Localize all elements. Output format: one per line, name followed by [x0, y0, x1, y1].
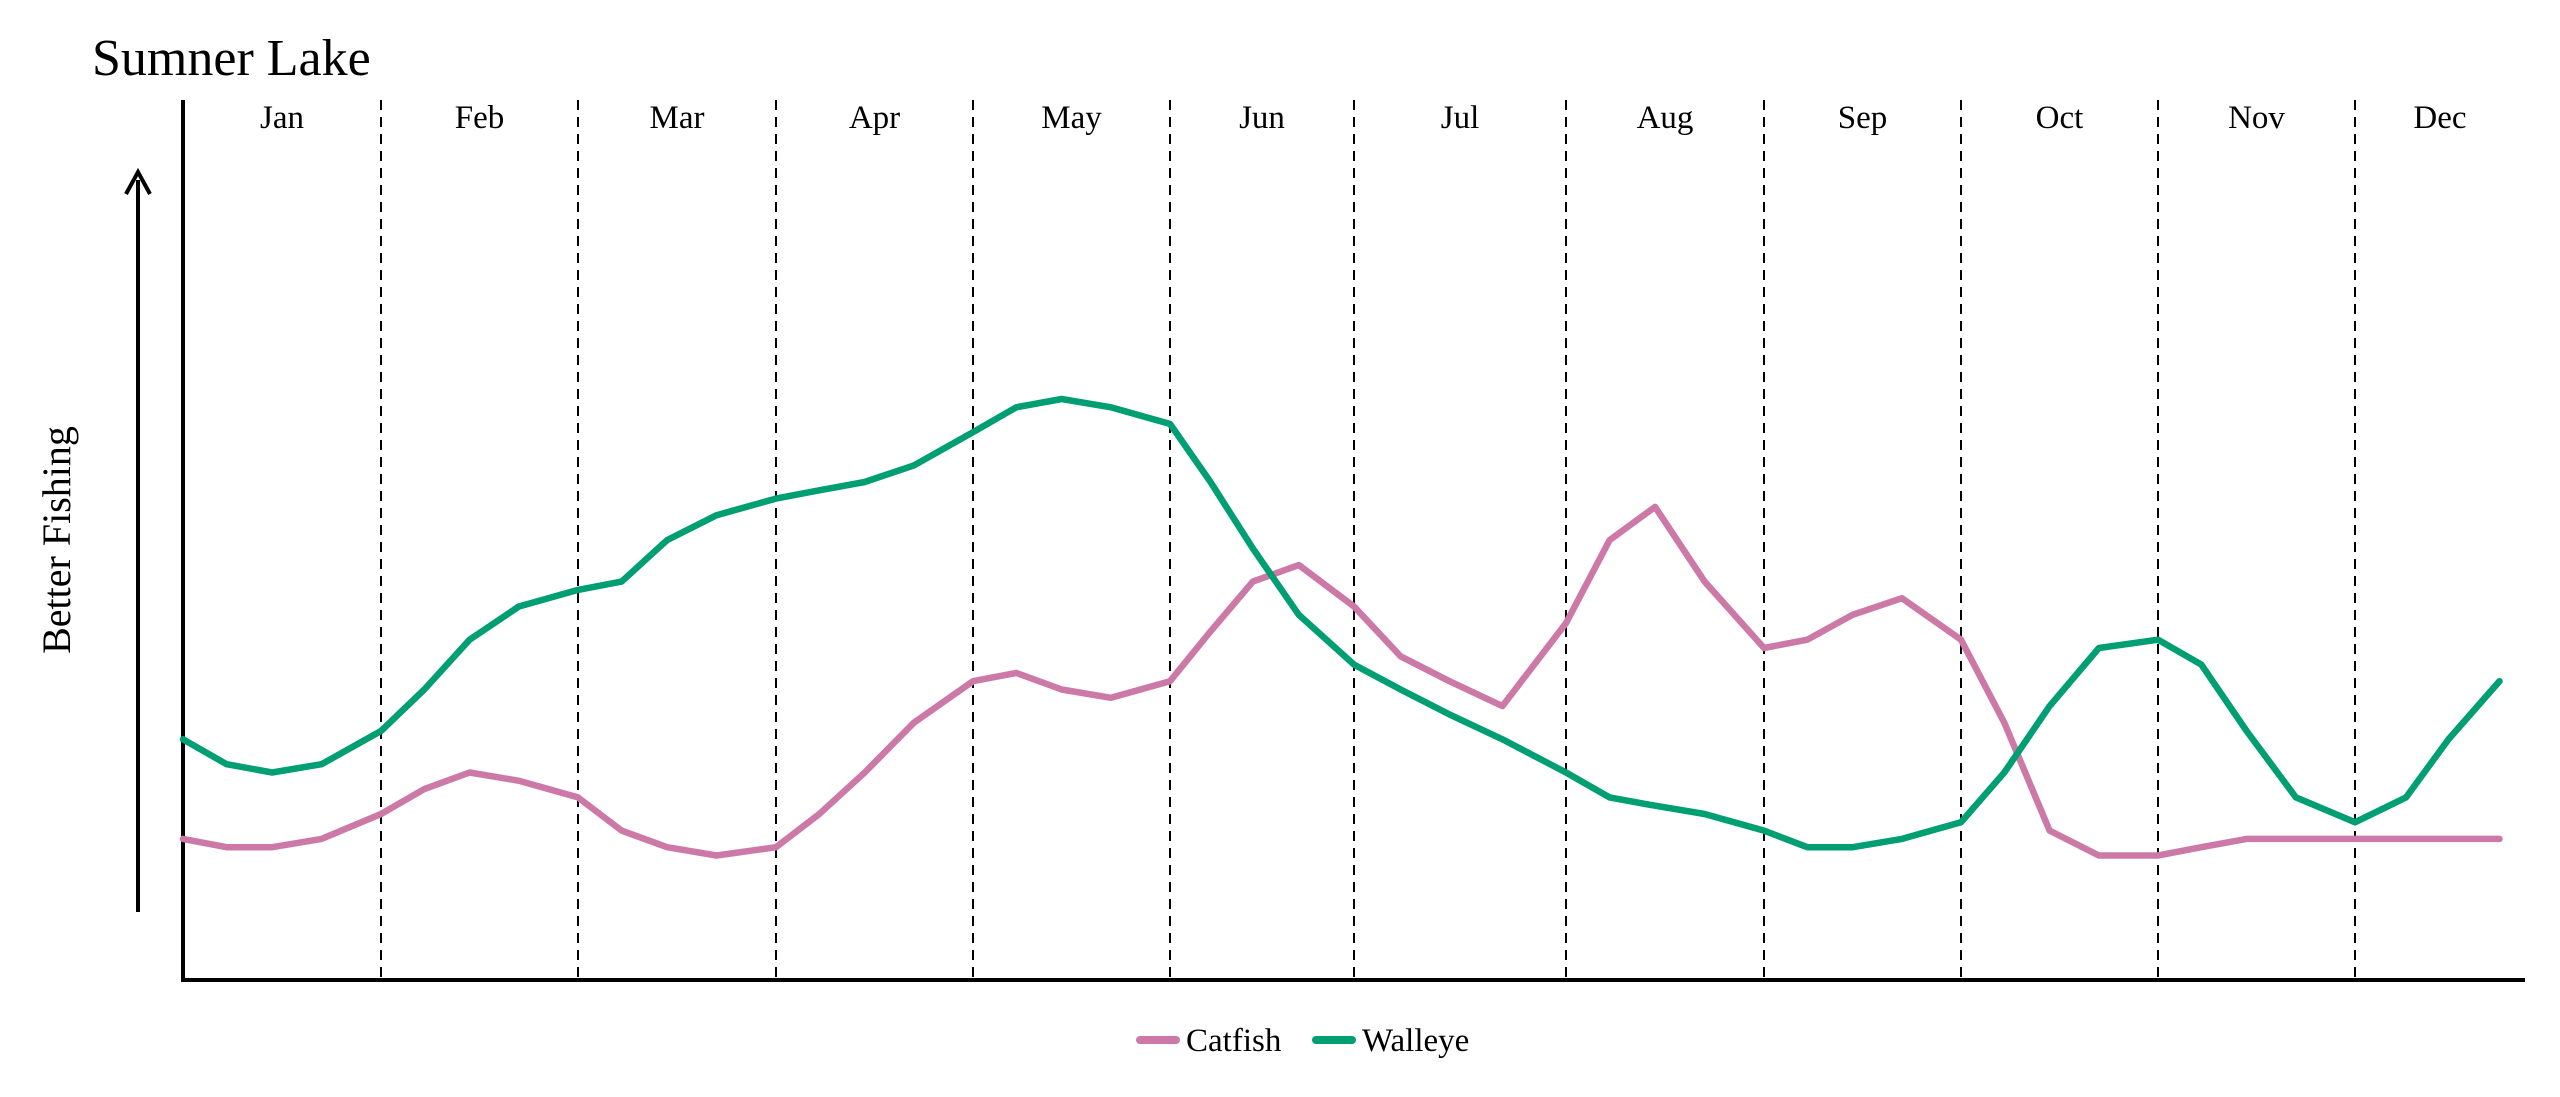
month-label-may: May [1041, 100, 1102, 136]
month-label-jun: Jun [1239, 100, 1285, 136]
better-fishing-arrow [124, 167, 152, 912]
month-label-feb: Feb [455, 100, 505, 136]
month-label-jul: Jul [1441, 100, 1480, 136]
series-layer [179, 395, 2503, 859]
legend: Catfish Walleye [1136, 1023, 1469, 1059]
month-label-sep: Sep [1838, 100, 1888, 136]
month-label-jan: Jan [260, 100, 304, 136]
series-line-walleye [179, 395, 2503, 851]
month-label-aug: Aug [1637, 100, 1694, 136]
legend-label-walleye: Walleye [1362, 1023, 1469, 1059]
legend-label-catfish: Catfish [1186, 1023, 1282, 1059]
month-label-nov: Nov [2228, 100, 2285, 136]
y-axis-label: Better Fishing [34, 426, 79, 654]
month-label-apr: Apr [849, 100, 900, 136]
month-label-oct: Oct [2036, 100, 2084, 136]
month-label-mar: Mar [650, 100, 705, 136]
month-labels: Jan Feb Mar Apr May Jun Jul Aug Sep Oct Nov Dec [260, 100, 2467, 136]
month-label-dec: Dec [2413, 100, 2466, 136]
chart-title: Sumner Lake [92, 30, 371, 87]
series-line-catfish [179, 503, 2503, 859]
